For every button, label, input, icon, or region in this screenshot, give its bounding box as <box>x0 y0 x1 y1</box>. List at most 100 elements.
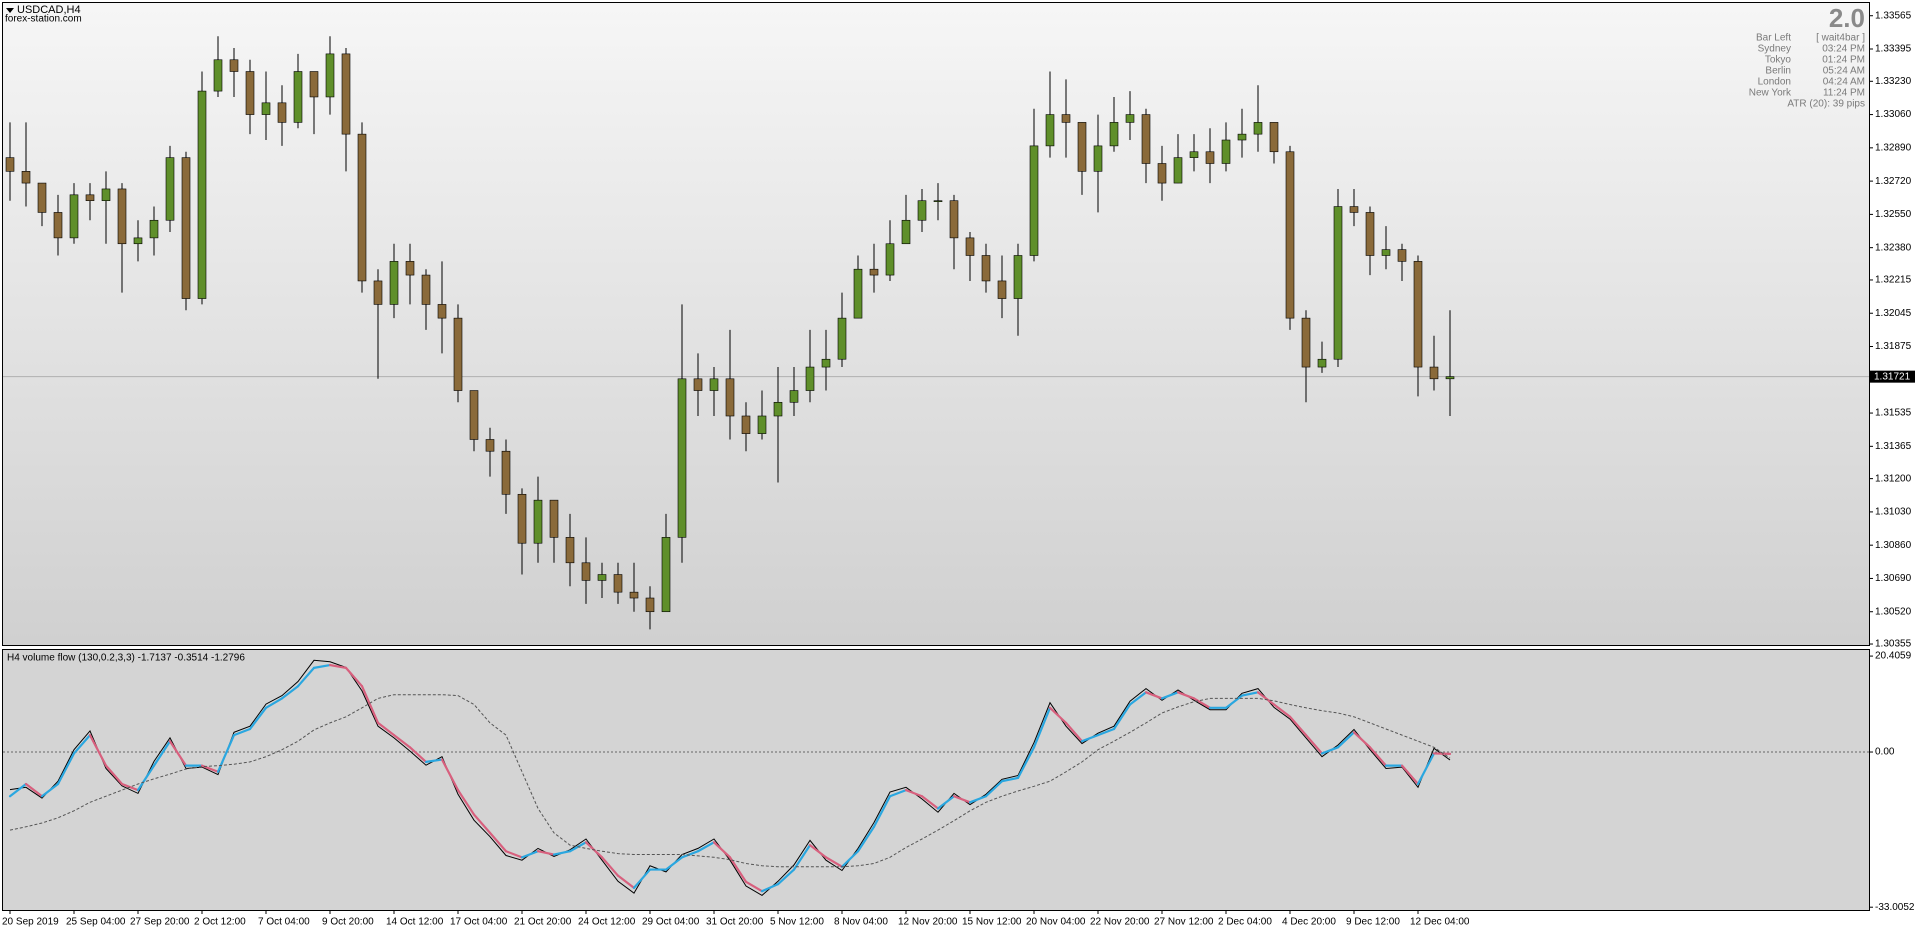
candle-body <box>1333 206 1343 360</box>
signal-segment <box>1144 691 1164 700</box>
candle-body <box>901 219 911 245</box>
signal-segment <box>456 789 476 816</box>
candle-body <box>805 366 815 391</box>
candle-body <box>629 591 639 599</box>
last-price-box <box>1870 370 1915 383</box>
info-label: Tokyo <box>1765 55 1792 66</box>
candle-body <box>677 378 687 538</box>
x-tick-label: 20 Sep 2019 <box>2 917 59 928</box>
slow-line <box>9 694 1451 868</box>
candle-body <box>1429 366 1439 380</box>
x-tick-label: 7 Oct 04:00 <box>258 917 310 928</box>
candle-body <box>1077 122 1087 172</box>
fast-line <box>9 659 1451 897</box>
signal-segment <box>664 856 684 871</box>
x-tick-label: 20 Nov 04:00 <box>1026 917 1086 928</box>
candle-body <box>1013 255 1023 299</box>
signal-segment <box>1064 721 1084 743</box>
candle-body <box>101 188 111 201</box>
candle-body <box>837 317 847 360</box>
candle-body <box>53 212 63 239</box>
candle-body <box>1125 114 1135 123</box>
signal-segment <box>680 850 700 859</box>
candle-body <box>1413 261 1423 368</box>
candle-body <box>1093 145 1103 172</box>
candle-body <box>229 59 239 72</box>
candle-body <box>661 537 671 613</box>
info-panel: 2.0 ATR (20): 39 pips Bar Left [ wait4bar… <box>1749 3 1865 110</box>
signal-segment <box>1288 715 1308 737</box>
candle-body <box>1221 139 1231 164</box>
y-tick-label: 1.30355 <box>1875 639 1912 650</box>
y-tick-label: 1.30860 <box>1875 540 1912 551</box>
candle-body <box>581 562 591 581</box>
signal-segment <box>8 782 28 798</box>
y-tick-label: 1.31875 <box>1875 341 1912 352</box>
indicator-title: H4 volume flow (130,0.2,3,3) -1.7137 -0.… <box>7 653 245 664</box>
signal-segment <box>1192 697 1212 709</box>
signal-segment <box>888 789 908 798</box>
y-tick-label: 1.31030 <box>1875 507 1912 518</box>
candle-body <box>325 53 335 98</box>
signal-segment <box>808 844 828 859</box>
candle-body <box>197 90 207 299</box>
candle-body <box>165 157 175 221</box>
candle-body <box>933 200 943 202</box>
y-tick-label: 0.00 <box>1875 747 1895 758</box>
x-tick-label: 21 Oct 20:00 <box>514 917 572 928</box>
signal-segment <box>1400 764 1420 786</box>
info-label: Bar Left <box>1756 33 1791 44</box>
signal-segment <box>840 850 860 868</box>
signal-segment <box>392 733 412 749</box>
signal-segment <box>168 740 188 767</box>
signal-segment <box>1048 706 1068 724</box>
signal-segment <box>1112 703 1132 731</box>
signal-segment <box>616 874 636 890</box>
y-tick-label: 1.32215 <box>1875 275 1912 286</box>
candle-body <box>21 171 31 184</box>
info-label: Berlin <box>1765 66 1791 77</box>
y-tick-label: 1.33565 <box>1875 10 1912 21</box>
candle-body <box>1445 376 1455 380</box>
x-tick-label: 22 Nov 20:00 <box>1090 917 1150 928</box>
signal-segment <box>1368 746 1388 767</box>
candle-body <box>1141 114 1151 164</box>
candle-body <box>1269 122 1279 153</box>
candle-body <box>549 499 559 538</box>
candle-body <box>645 597 655 613</box>
signal-segment <box>328 663 348 669</box>
candle-body <box>997 280 1007 299</box>
candle-body <box>821 358 831 368</box>
candle-body <box>1189 151 1199 158</box>
x-tick-label: 14 Oct 12:00 <box>386 917 444 928</box>
x-tick-label: 2 Dec 04:00 <box>1218 917 1272 928</box>
info-value: [ wait4bar ] <box>1816 33 1865 44</box>
candle-body <box>245 71 255 115</box>
signal-segment <box>408 746 428 763</box>
candle-body <box>565 537 575 564</box>
candle-body <box>1205 151 1215 164</box>
y-tick-label: 20.4059 <box>1875 651 1912 662</box>
signal-segment <box>712 841 732 859</box>
signal-segment <box>1240 691 1260 697</box>
y-tick-label: 1.32045 <box>1875 308 1912 319</box>
candle-body <box>5 157 15 172</box>
y-tick-label: 1.33230 <box>1875 76 1912 87</box>
signal-segment <box>264 697 284 709</box>
x-tick-label: 12 Nov 20:00 <box>898 917 958 928</box>
signal-segment <box>536 850 556 856</box>
candle-body <box>453 317 463 391</box>
candle-body <box>597 574 607 581</box>
signal-segment <box>728 856 748 883</box>
x-tick-label: 27 Nov 12:00 <box>1154 917 1214 928</box>
info-label: Sydney <box>1758 44 1791 55</box>
signal-segment <box>1416 752 1436 786</box>
signal-segment <box>760 883 780 893</box>
menu-arrow[interactable] <box>6 8 14 13</box>
candle-body <box>293 71 303 123</box>
x-tick-label: 15 Nov 12:00 <box>962 917 1022 928</box>
x-tick-label: 29 Oct 04:00 <box>642 917 700 928</box>
candle-body <box>501 450 511 495</box>
signal-segment <box>1000 776 1020 783</box>
